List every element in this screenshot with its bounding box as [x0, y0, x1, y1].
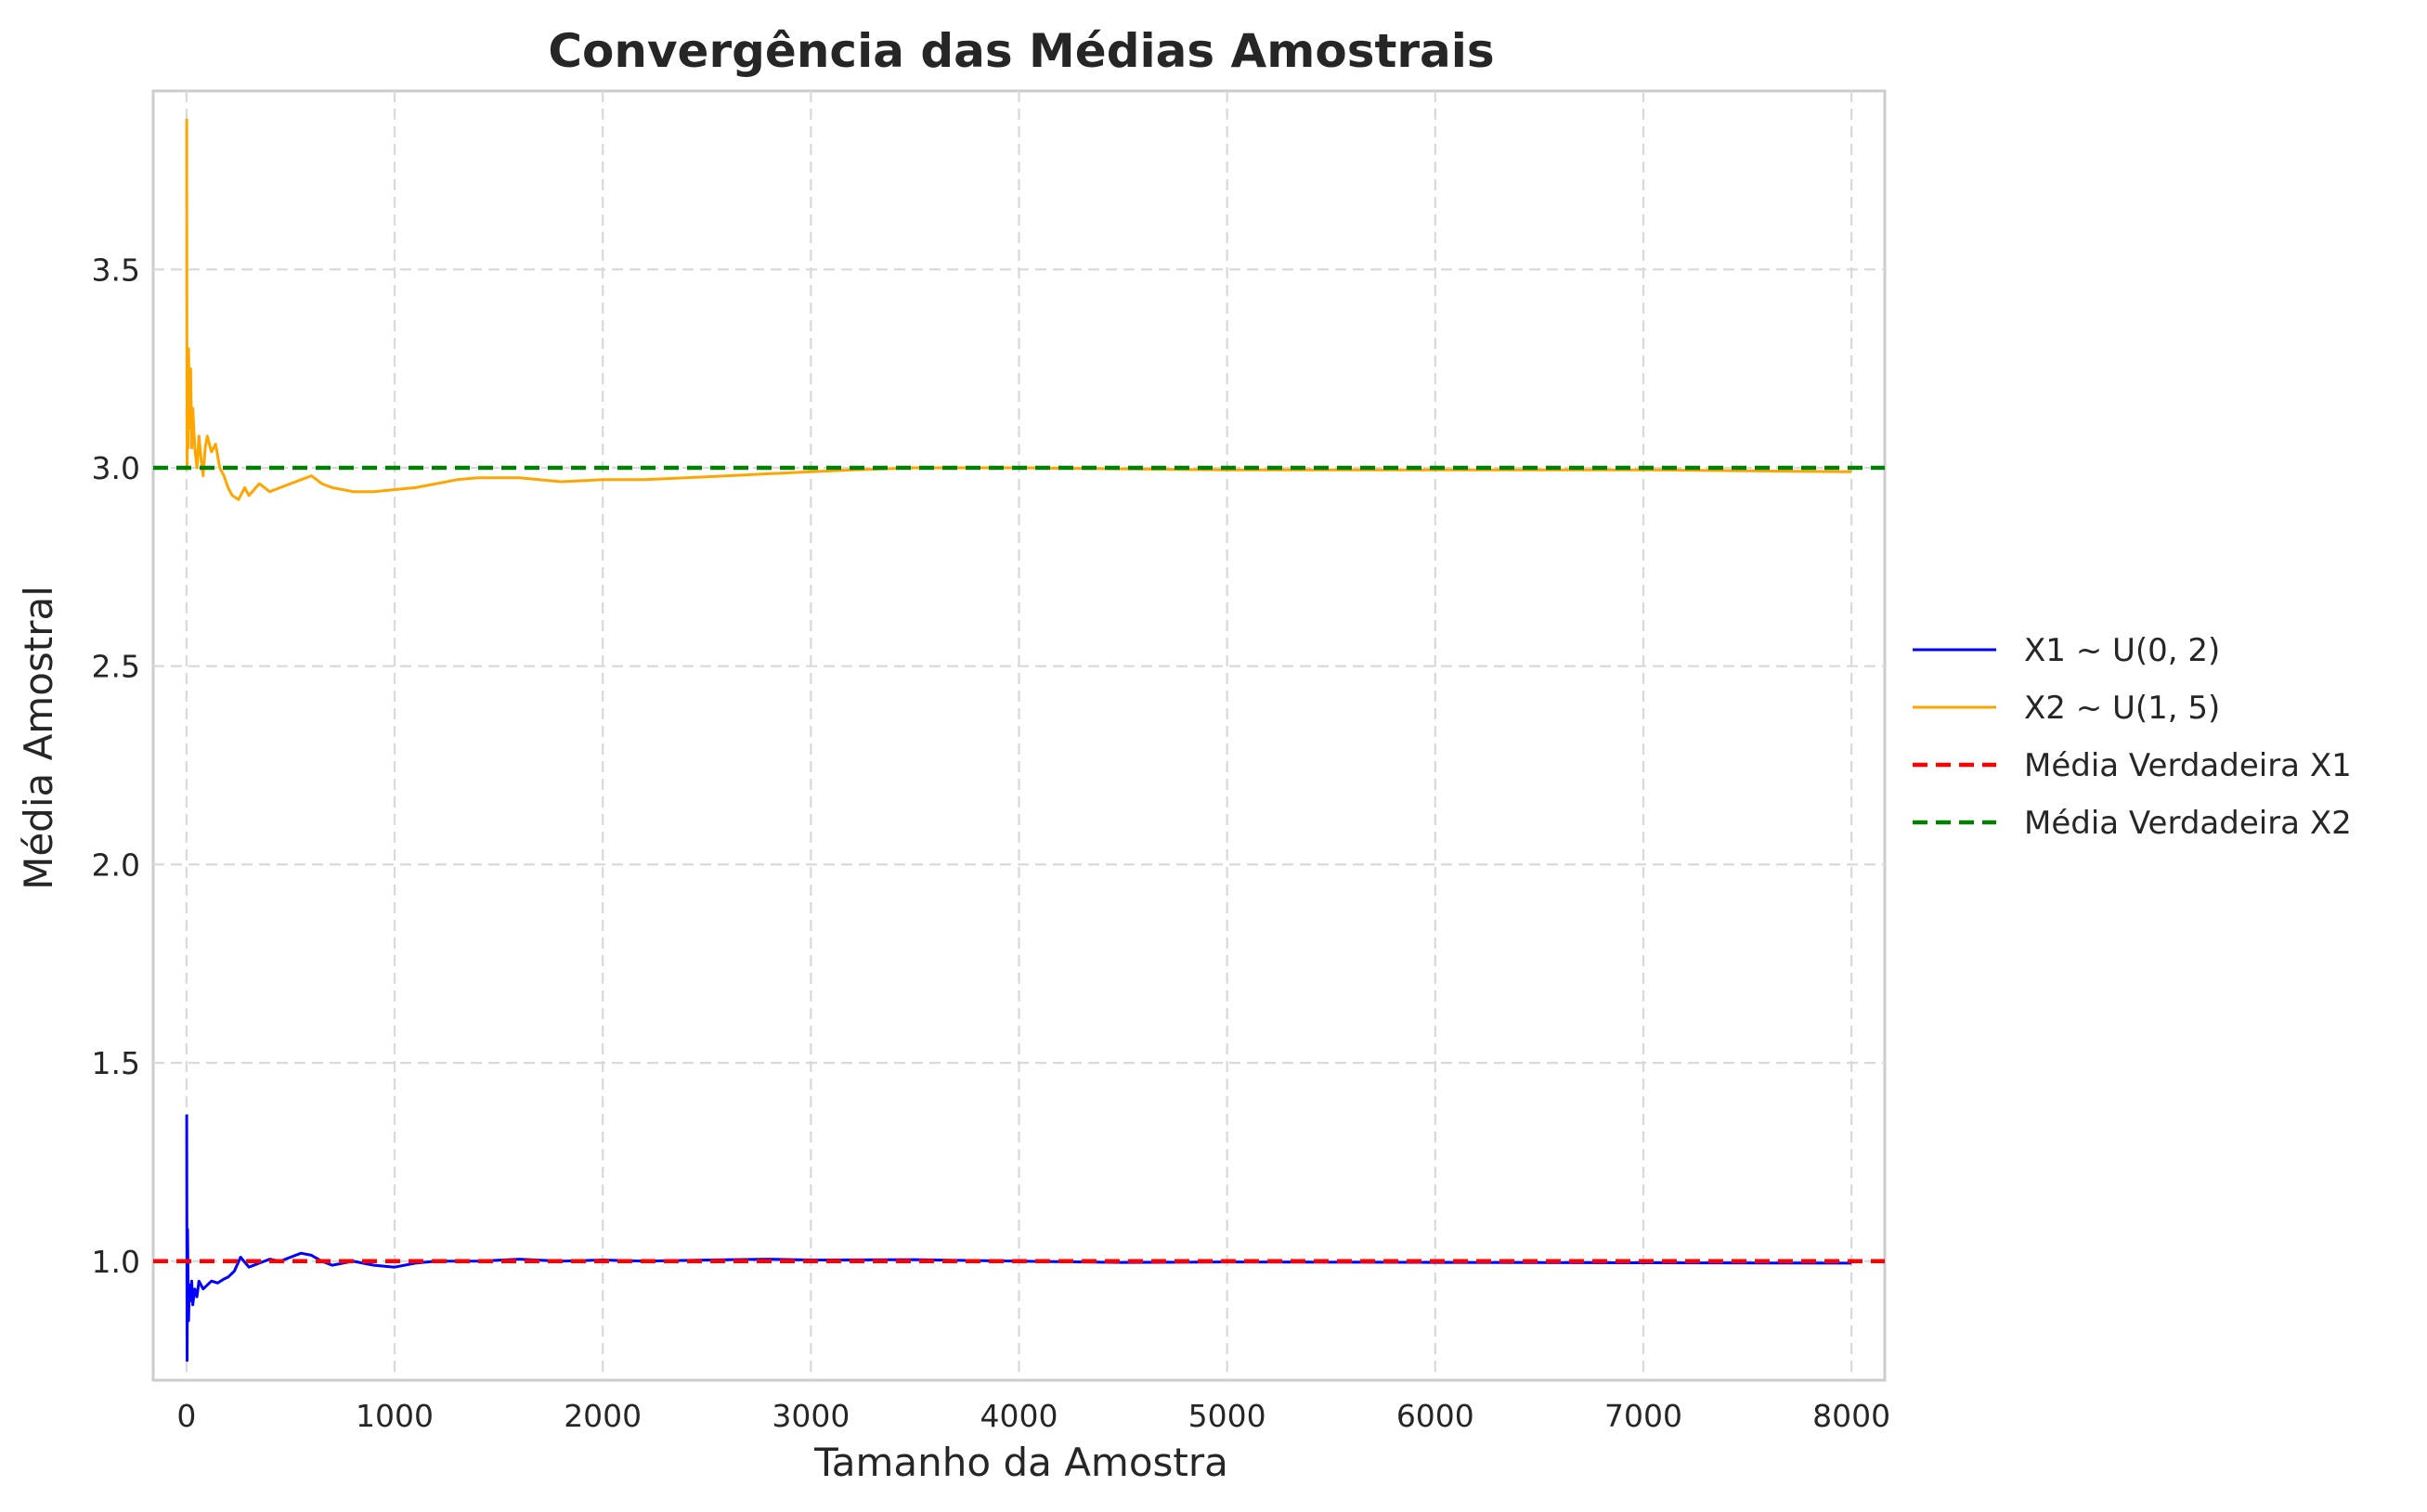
y-tick-label: 3.5	[92, 252, 140, 288]
legend-label-1: X1 ~ U(0, 2)	[2024, 632, 2220, 669]
y-tick-label: 1.5	[92, 1045, 140, 1081]
legend: X1 ~ U(0, 2) X2 ~ U(1, 5) Média Verdadeira…	[1913, 632, 2352, 842]
x-tick-label: 0	[176, 1398, 196, 1434]
y-tick-label: 1.0	[92, 1244, 140, 1280]
x-axis-ticks: 0 1000 2000 3000 4000 5000 6000 7000 8000	[176, 1398, 1890, 1434]
y-tick-label: 2.5	[92, 649, 140, 685]
x-tick-label: 5000	[1188, 1398, 1266, 1434]
x-axis-label: Tamanho da Amostra	[813, 1440, 1228, 1485]
legend-label-3: Média Verdadeira X1	[2024, 747, 2352, 784]
chart-title: Convergência das Médias Amostrais	[548, 24, 1494, 78]
legend-label-4: Média Verdadeira X2	[2024, 805, 2352, 842]
x-tick-label: 8000	[1812, 1398, 1890, 1434]
reference-lines	[153, 465, 1885, 1264]
x-tick-label: 6000	[1396, 1398, 1474, 1434]
y-axis-label: Média Amostral	[16, 586, 61, 890]
x-tick-label: 7000	[1604, 1398, 1682, 1434]
x-tick-label: 2000	[564, 1398, 642, 1434]
x-tick-label: 1000	[356, 1398, 434, 1434]
x-tick-label: 4000	[980, 1398, 1058, 1434]
plot-area	[151, 89, 1887, 1382]
x-tick-label: 3000	[772, 1398, 850, 1434]
legend-label-2: X2 ~ U(1, 5)	[2024, 690, 2220, 727]
y-tick-label: 2.0	[92, 846, 140, 883]
y-tick-label: 3.0	[92, 450, 140, 486]
series-line-2	[185, 118, 1852, 501]
y-axis-ticks: 1.0 1.5 2.0 2.5 3.0 3.5	[92, 252, 140, 1279]
